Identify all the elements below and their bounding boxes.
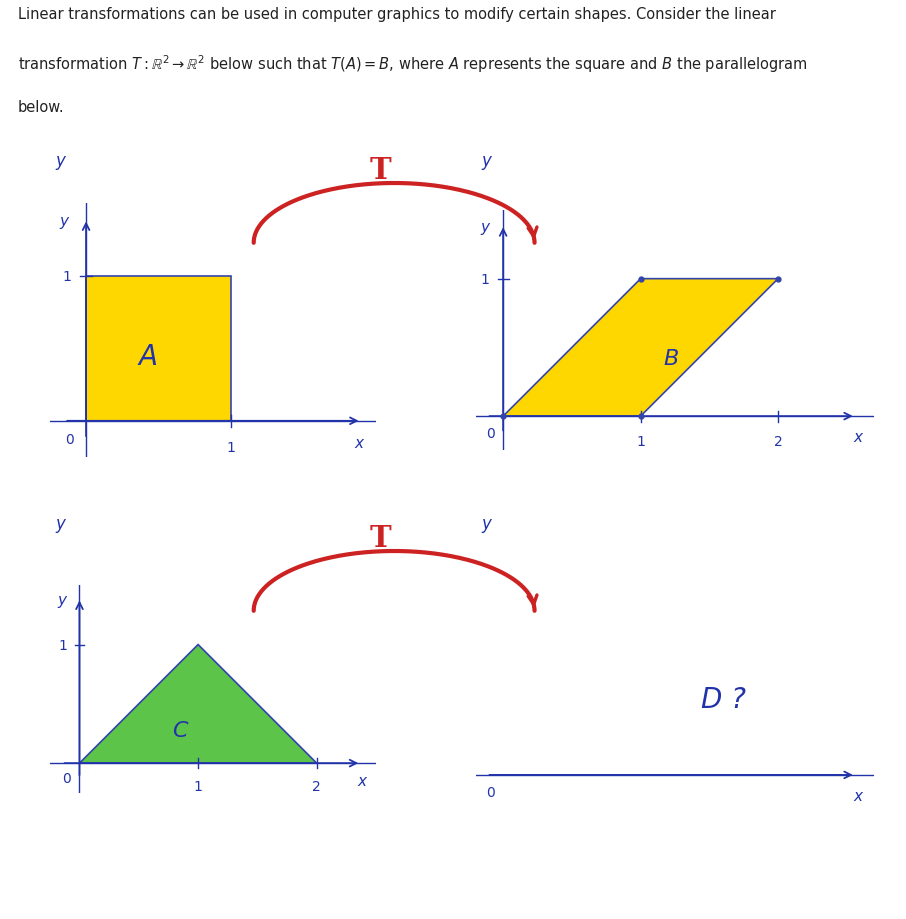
Text: C: C [172,720,188,740]
Text: Linear transformations can be used in computer graphics to modify certain shapes: Linear transformations can be used in co… [18,7,776,22]
Text: 0: 0 [65,433,74,447]
Text: y: y [56,152,65,170]
Text: y: y [481,220,490,234]
Text: 1: 1 [59,638,68,652]
Text: x: x [853,430,863,445]
Text: 1: 1 [480,272,489,287]
Text: T: T [370,523,391,552]
Text: x: x [853,789,863,803]
Text: 2: 2 [774,435,783,448]
Polygon shape [503,279,778,416]
Text: 1: 1 [194,778,203,793]
Text: 1: 1 [226,440,236,454]
Text: transformation $T : \mathbb{R}^2 \rightarrow \mathbb{R}^2$ below such that $T(A): transformation $T : \mathbb{R}^2 \righta… [18,53,807,75]
Text: B: B [663,349,679,369]
Text: y: y [60,214,69,229]
Text: 1: 1 [63,269,72,284]
Text: y: y [482,152,491,170]
Text: D ?: D ? [700,686,746,713]
Text: x: x [354,436,363,450]
Text: below.: below. [18,100,64,115]
Polygon shape [80,645,317,764]
Text: y: y [56,515,65,533]
Polygon shape [86,277,231,421]
Text: 0: 0 [487,426,496,441]
Text: T: T [370,155,391,185]
Text: 1: 1 [636,435,645,448]
Text: 0: 0 [487,785,496,800]
Text: y: y [482,515,491,533]
Text: A: A [139,342,158,370]
Text: x: x [357,774,366,789]
Text: y: y [57,593,66,607]
Text: 0: 0 [62,771,71,785]
Text: 2: 2 [313,778,321,793]
